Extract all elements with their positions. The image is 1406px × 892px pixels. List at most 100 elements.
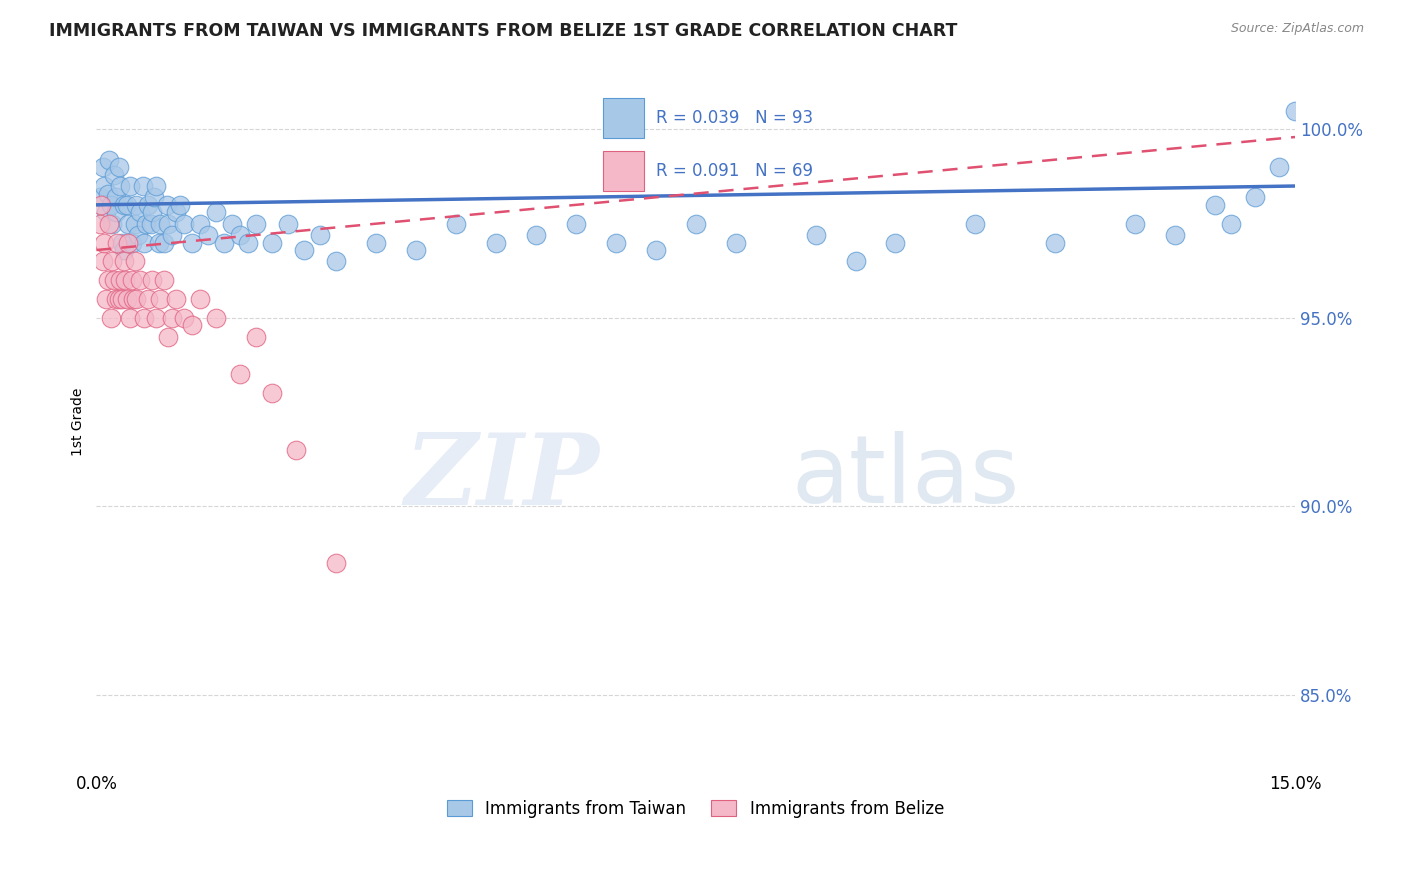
Point (262, 386, 284, 401)
Point (145, 310, 167, 325)
Point (221, 217, 243, 231)
Point (134, 310, 156, 325)
Point (122, 292, 145, 306)
Point (173, 217, 195, 231)
Point (965, 217, 987, 231)
Point (107, 292, 129, 306)
Point (1244, 190, 1267, 204)
Point (129, 205, 152, 219)
Point (105, 235, 128, 250)
Text: atlas: atlas (792, 431, 1019, 524)
Y-axis label: 1st Grade: 1st Grade (72, 387, 86, 456)
Point (115, 292, 138, 306)
Point (444, 217, 467, 231)
Point (1268, 160, 1291, 174)
Point (110, 179, 132, 194)
Point (605, 235, 627, 250)
Point (685, 217, 707, 231)
Point (121, 235, 143, 250)
Point (205, 310, 228, 325)
Point (149, 292, 172, 306)
Point (96, 273, 118, 287)
Point (94, 292, 117, 306)
Point (153, 273, 176, 287)
Point (285, 442, 308, 457)
Point (100, 310, 122, 325)
Point (136, 198, 159, 212)
Point (117, 235, 139, 250)
Point (884, 235, 907, 250)
Point (117, 217, 139, 231)
Point (169, 198, 191, 212)
Point (1123, 217, 1146, 231)
Point (142, 190, 165, 204)
Point (804, 227, 827, 242)
Point (325, 556, 347, 570)
Point (309, 227, 332, 242)
Point (205, 205, 228, 219)
Point (229, 368, 252, 382)
Point (91, 160, 114, 174)
Point (121, 273, 143, 287)
Point (118, 310, 141, 325)
Point (98, 153, 121, 167)
Legend: Immigrants from Taiwan, Immigrants from Belize: Immigrants from Taiwan, Immigrants from … (440, 793, 950, 824)
Point (157, 329, 180, 343)
Point (103, 273, 125, 287)
Point (485, 235, 508, 250)
Point (141, 205, 163, 219)
Point (136, 292, 159, 306)
Point (135, 217, 157, 231)
Point (131, 179, 153, 194)
Text: ZIP: ZIP (405, 429, 600, 525)
Point (129, 273, 152, 287)
Point (325, 254, 347, 268)
Point (93, 179, 115, 194)
Point (292, 243, 315, 257)
Point (104, 190, 127, 204)
Point (165, 205, 187, 219)
Point (262, 235, 284, 250)
Point (181, 235, 204, 250)
Point (524, 227, 547, 242)
Point (111, 292, 134, 306)
Point (644, 243, 666, 257)
Point (245, 217, 267, 231)
Point (134, 235, 156, 250)
Point (238, 235, 260, 250)
Point (118, 179, 141, 194)
Point (112, 254, 135, 268)
Point (153, 235, 176, 250)
Point (101, 254, 124, 268)
Point (173, 310, 195, 325)
Point (124, 254, 146, 268)
Point (93, 235, 115, 250)
Point (110, 273, 132, 287)
Point (197, 227, 219, 242)
Point (165, 292, 187, 306)
Point (188, 292, 211, 306)
Point (1220, 217, 1243, 231)
Point (127, 227, 149, 242)
Point (101, 217, 124, 231)
Point (141, 273, 163, 287)
Point (149, 217, 172, 231)
Point (1204, 198, 1226, 212)
Point (181, 318, 204, 333)
Point (162, 310, 184, 325)
Point (115, 198, 138, 212)
Point (97, 186, 120, 201)
Point (188, 217, 211, 231)
Point (229, 227, 252, 242)
Point (90, 198, 112, 212)
Text: IMMIGRANTS FROM TAIWAN VS IMMIGRANTS FROM BELIZE 1ST GRADE CORRELATION CHART: IMMIGRANTS FROM TAIWAN VS IMMIGRANTS FRO… (49, 22, 957, 40)
Point (124, 217, 146, 231)
Point (148, 235, 170, 250)
Point (844, 254, 866, 268)
Point (364, 235, 387, 250)
Point (105, 205, 128, 219)
Point (162, 227, 184, 242)
Point (125, 198, 148, 212)
Point (107, 160, 129, 174)
Point (156, 198, 179, 212)
